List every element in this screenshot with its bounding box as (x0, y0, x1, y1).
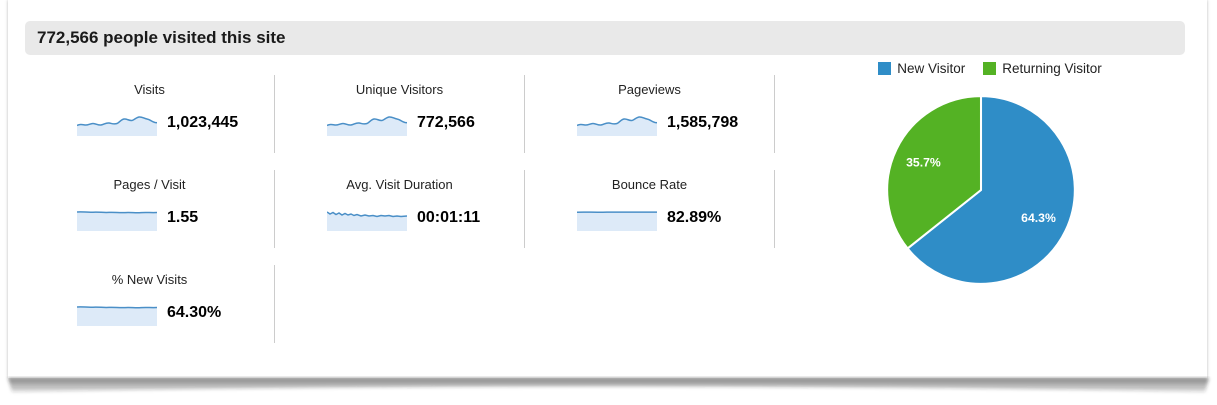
sparkline (77, 116, 157, 136)
metric-value: 00:01:11 (417, 209, 481, 226)
sparkline (577, 211, 657, 231)
pie-slice-new-visitor[interactable] (906, 95, 1076, 285)
sparkline (327, 116, 407, 136)
metric-avg-visit-duration[interactable]: Avg. Visit Duration 00:01:11 (275, 170, 525, 248)
metric-bounce-rate[interactable]: Bounce Rate 82.89% (525, 170, 775, 248)
legend-swatch (983, 62, 997, 75)
sparkline (77, 306, 157, 326)
metric-pages-per-visit[interactable]: Pages / Visit 1.55 (25, 170, 275, 248)
metric-value: 82.89% (667, 209, 722, 226)
metric-visits[interactable]: Visits 1,023,445 (25, 75, 275, 153)
metric-label: Pageviews (618, 82, 681, 97)
metric-label: Bounce Rate (611, 177, 688, 192)
legend-label: Returning Visitor (1002, 61, 1102, 76)
sparkline (577, 116, 657, 136)
metric-label: % New Visits (111, 272, 188, 287)
metric-unique-visitors[interactable]: Unique Visitors 772,566 (275, 75, 525, 153)
metric-label: Avg. Visit Duration (346, 177, 453, 192)
legend-label: New Visitor (897, 61, 966, 76)
page-title: 772,566 people visited this site (37, 28, 286, 47)
legend-swatch (878, 62, 892, 75)
pie-slice-label: 35.7% (906, 155, 941, 169)
metric-value: 1,585,798 (667, 114, 739, 131)
metric-percent-new-visits[interactable]: % New Visits 64.30% (25, 265, 275, 343)
legend-item-returning-visitor[interactable]: Returning Visitor (983, 61, 1102, 76)
metric-label: Visits (134, 82, 165, 97)
metric-pageviews[interactable]: Pageviews 1,585,798 (525, 75, 775, 153)
pie-legend: New Visitor Returning Visitor (860, 61, 1120, 76)
legend-item-new-visitor[interactable]: New Visitor (878, 61, 965, 76)
header-bar: 772,566 people visited this site (25, 21, 1185, 55)
metric-value: 1.55 (167, 209, 199, 226)
card-curl-shadow (8, 378, 1209, 392)
metric-label: Unique Visitors (355, 82, 444, 97)
sparkline (327, 211, 407, 231)
metrics-grid: Visits 1,023,445 Unique Visitors 772,566… (25, 75, 775, 343)
pie-slice-label: 64.3% (1021, 211, 1056, 225)
pie-slice-returning-visitor[interactable] (886, 95, 983, 250)
metric-value: 1,023,445 (167, 114, 239, 131)
pie-chart[interactable]: 64.3% 35.7% (879, 88, 1083, 292)
metric-value: 64.30% (167, 304, 222, 321)
metric-label: Pages / Visit (113, 177, 186, 192)
sparkline (77, 211, 157, 231)
metric-value: 772,566 (417, 114, 475, 131)
visitors-overview-card: 772,566 people visited this site Visits … (8, 0, 1207, 378)
